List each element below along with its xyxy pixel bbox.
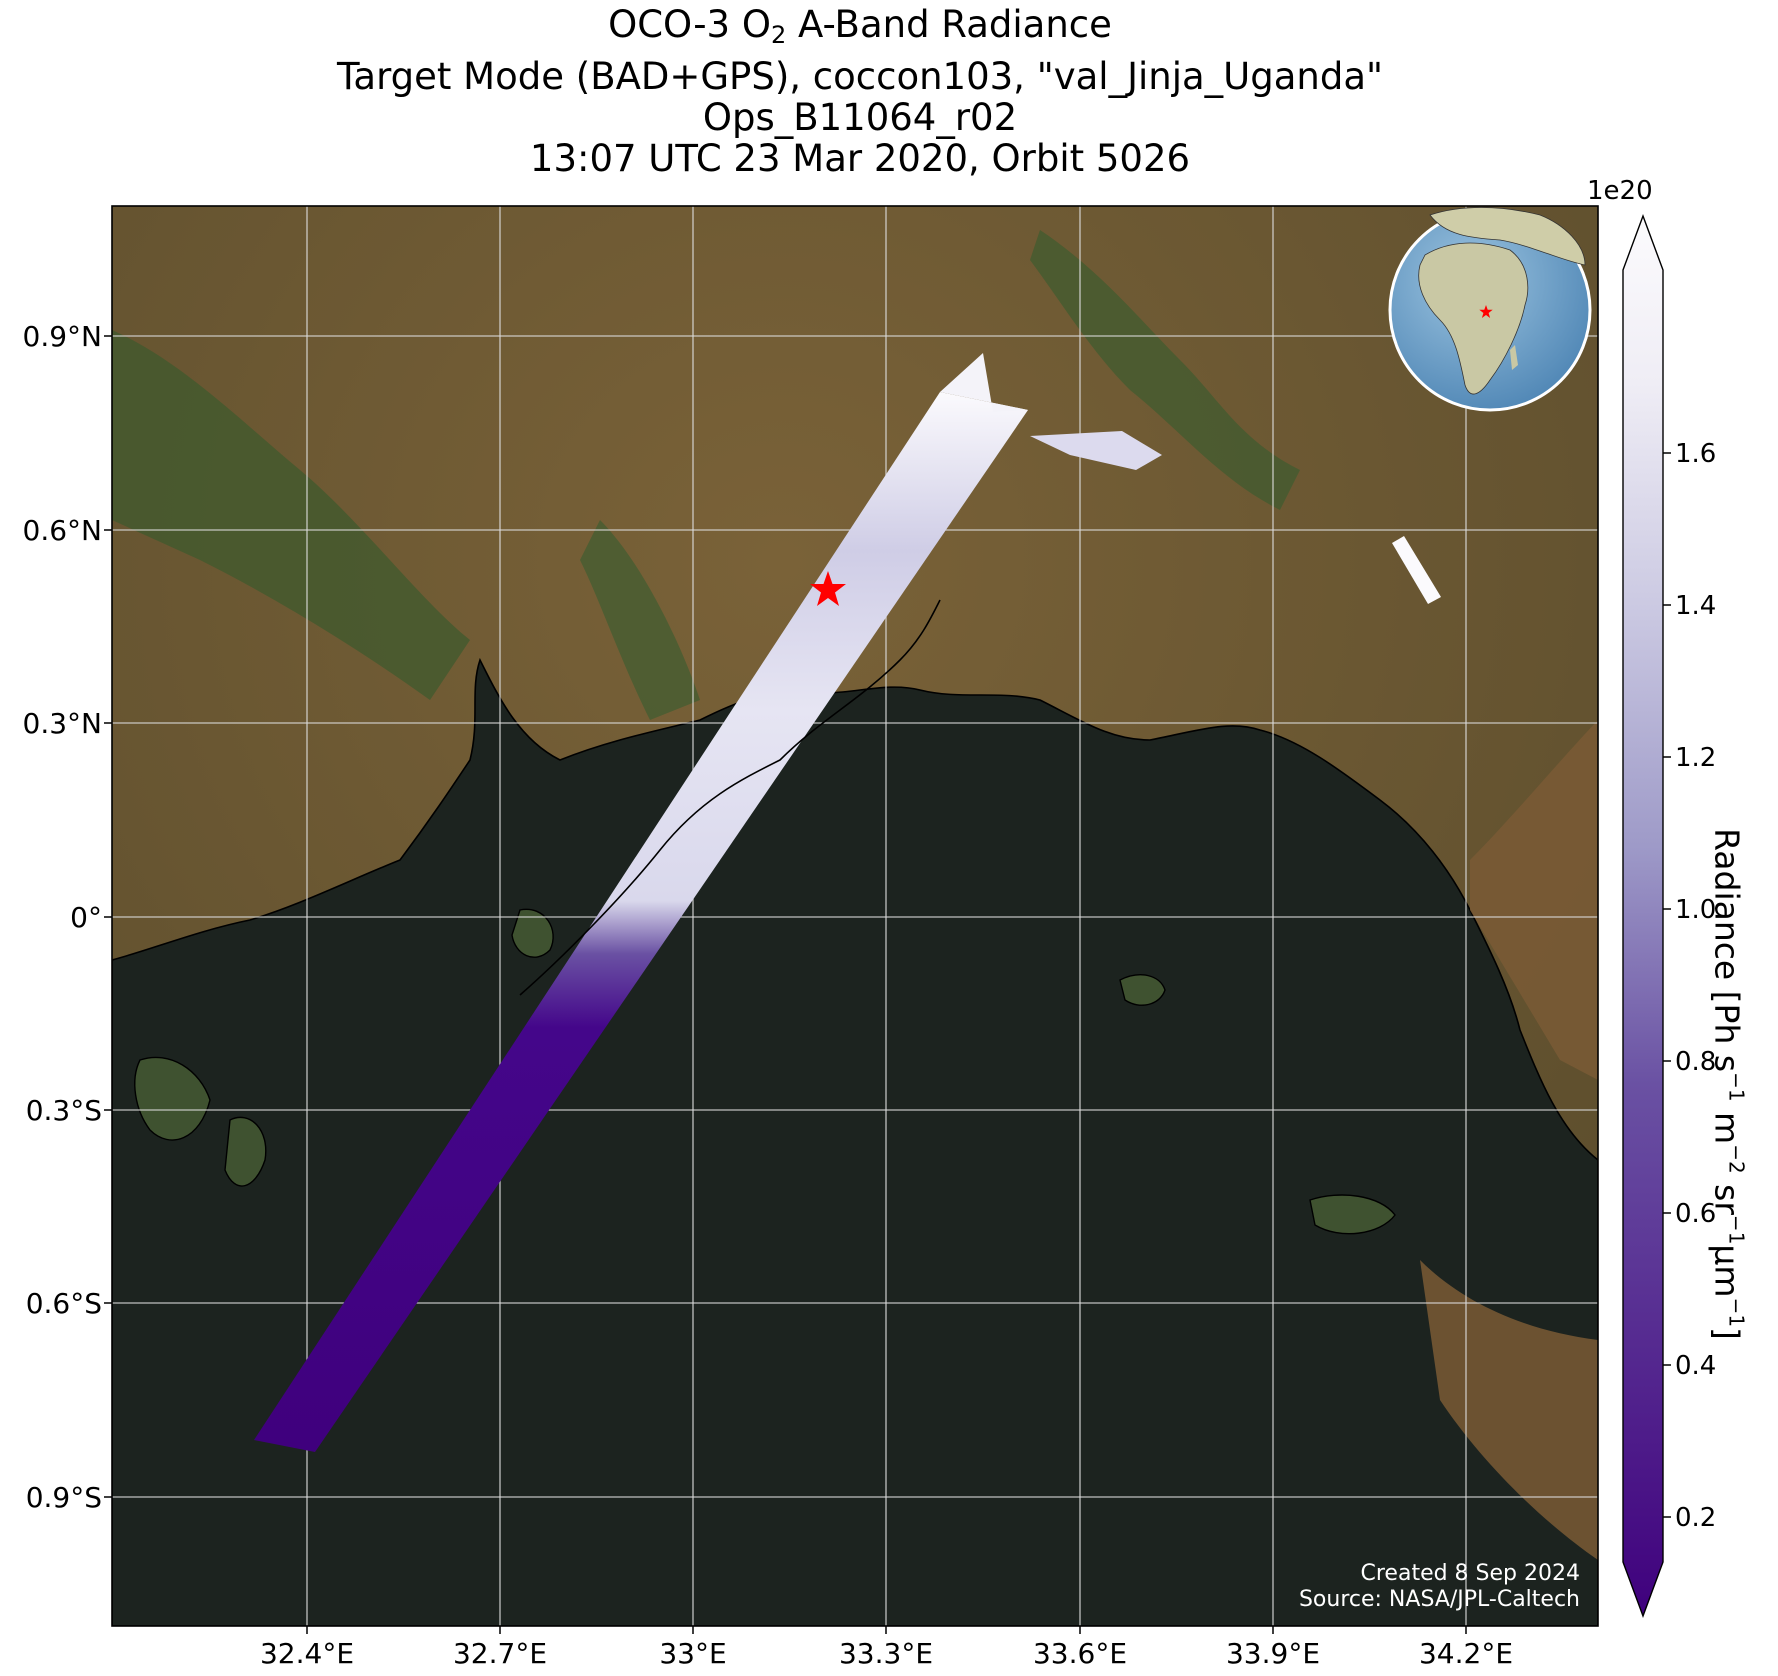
basemap — [112, 206, 1598, 1626]
lat-tick-label: 0.9°S — [26, 1481, 102, 1514]
lon-tick-label: 33.6°E — [1033, 1637, 1127, 1670]
coastline-on-swath — [519, 599, 941, 996]
credits: Created 8 Sep 2024 Source: NASA/JPL-Calt… — [1299, 1561, 1580, 1613]
map-frame — [111, 205, 1599, 1627]
swath-side-fragment — [1030, 431, 1162, 470]
shore-land — [1470, 720, 1598, 1080]
colorbar-tick-label: 1.6 — [1675, 439, 1716, 469]
lon-tick-label: 32.4°E — [260, 1637, 354, 1670]
lat-tick-label: 0° — [70, 901, 102, 934]
lon-tick-label: 32.7°E — [453, 1637, 547, 1670]
colorbar-tick-label: 0.4 — [1675, 1351, 1716, 1381]
globe-madagascar — [1510, 345, 1518, 370]
island — [1309, 1194, 1396, 1235]
colorbar-tick-label: 1.4 — [1675, 591, 1716, 621]
lat-tick-labels: 0.9°N 0.6°N 0.3°N 0° 0.3°S 0.6°S 0.9°S — [23, 320, 112, 1514]
swath-main — [254, 392, 1028, 1452]
island — [511, 908, 554, 958]
globe-eurasia-land — [1429, 207, 1586, 266]
colorbar-tick-label: 1.2 — [1675, 743, 1716, 773]
source-credit: Source: NASA/JPL-Caltech — [1298, 1587, 1580, 1612]
title-line-4: 13:07 UTC 23 Mar 2020, Orbit 5026 — [529, 137, 1191, 180]
lat-tick-label: 0.3°S — [26, 1094, 102, 1127]
island — [1119, 974, 1166, 1006]
green-wetland — [580, 520, 700, 720]
colorbar-tick-label: 0.8 — [1675, 1047, 1716, 1077]
green-wetland — [112, 330, 470, 700]
globe-africa-land — [1418, 242, 1529, 395]
lat-tick-label: 0.3°N — [23, 707, 102, 740]
globe-star-icon — [1479, 305, 1493, 318]
colorbar-body — [1622, 213, 1664, 1619]
lat-tick-label: 0.9°N — [23, 320, 102, 353]
lon-tick-label: 33.9°E — [1226, 1637, 1320, 1670]
title-line-2: Target Mode (BAD+GPS), coccon103, "val_J… — [336, 55, 1384, 98]
island — [134, 1056, 211, 1141]
radiance-swath — [254, 353, 1441, 1452]
lake-victoria — [112, 657, 1598, 1626]
title-line-3: Ops_B11064_r02 — [702, 96, 1018, 139]
colorbar-tick-label: 1.0 — [1675, 895, 1716, 925]
colorbar-tick-label: 0.2 — [1675, 1503, 1716, 1533]
swath-fragment-isolated — [1392, 536, 1441, 604]
colorbar-tick-label: 0.6 — [1675, 1199, 1716, 1229]
colorbar-label: Radiance [Ph s−1 m−2 sr−1μm−1] — [1707, 828, 1749, 1340]
colorbar: 0.2 0.4 0.6 0.8 1.0 1.2 1.4 1.6 — [1622, 213, 1716, 1619]
colorbar-exponent: 1e20 — [1587, 176, 1653, 206]
figure-title: OCO-3 O2 A-Band Radiance Target Mode (BA… — [0, 4, 1720, 179]
lon-tick-label: 34.2°E — [1419, 1637, 1513, 1670]
swath-top-fragment — [940, 353, 1028, 412]
lat-tick-label: 0.6°S — [26, 1287, 102, 1320]
target-star-marker — [810, 571, 846, 606]
lon-tick-label: 33.3°E — [839, 1637, 933, 1670]
green-wetland — [1030, 230, 1300, 510]
inset-globe — [1388, 207, 1592, 412]
island — [224, 1116, 267, 1187]
created-date: Created 8 Sep 2024 — [1360, 1561, 1581, 1586]
shore-land — [1420, 1260, 1598, 1560]
lon-tick-labels: 32.4°E 32.7°E 33°E 33.3°E 33.6°E 33.9°E … — [260, 1626, 1513, 1670]
title-line-1: OCO-3 O2 A-Band Radiance — [608, 3, 1112, 49]
lat-tick-label: 0.6°N — [23, 514, 102, 547]
lon-tick-label: 33°E — [659, 1637, 726, 1670]
